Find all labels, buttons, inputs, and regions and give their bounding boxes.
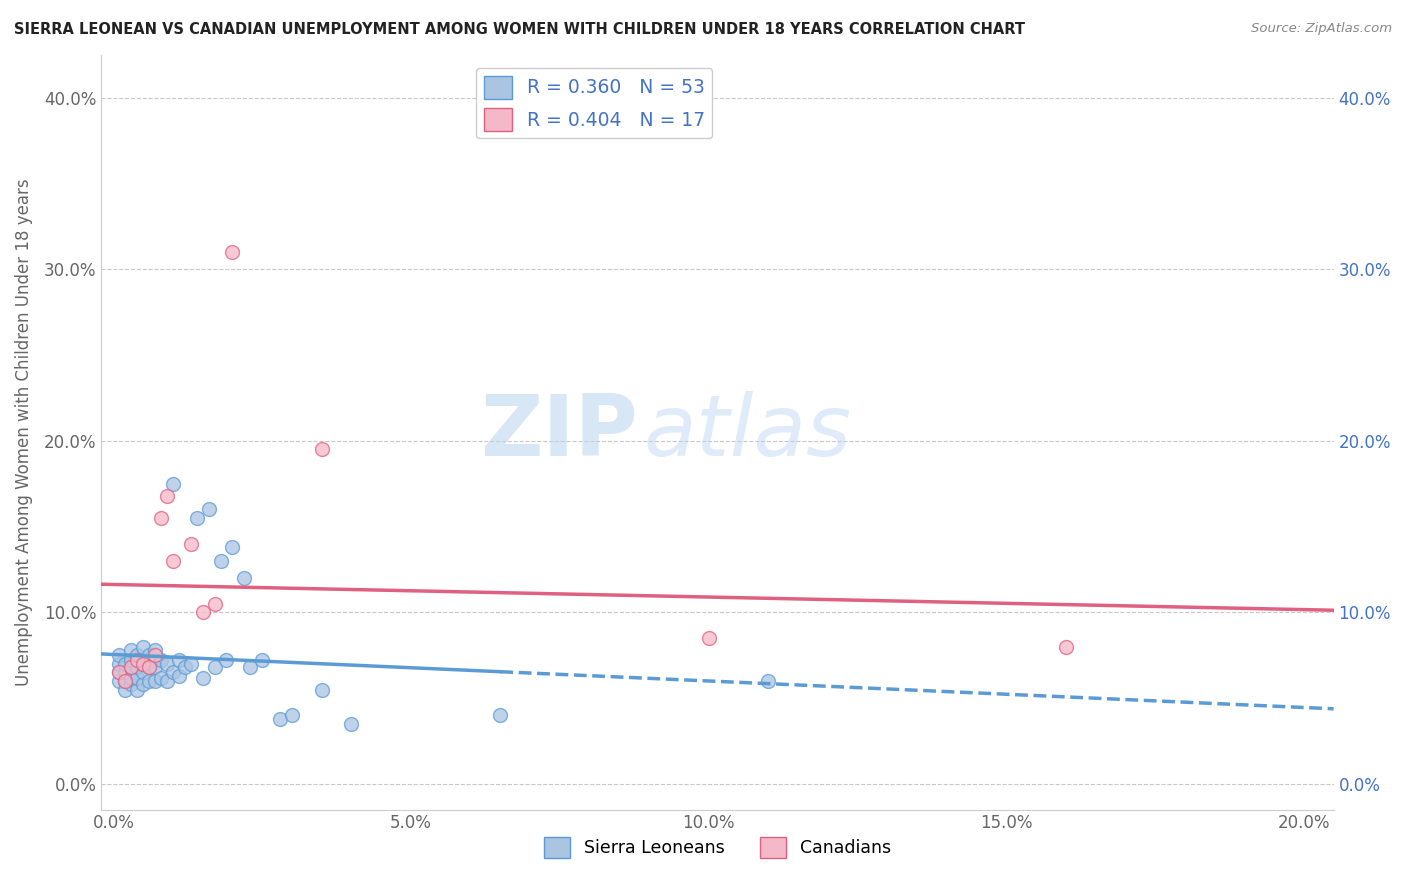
Point — [114, 673, 136, 688]
Point — [162, 476, 184, 491]
Y-axis label: Unemployment Among Women with Children Under 18 years: Unemployment Among Women with Children U… — [15, 178, 32, 686]
Point — [138, 673, 160, 688]
Point — [1054, 640, 1077, 654]
Point — [138, 648, 160, 663]
Point — [311, 682, 333, 697]
Point — [120, 660, 142, 674]
Point — [180, 537, 202, 551]
Point — [697, 631, 720, 645]
Point — [143, 673, 166, 688]
Point — [156, 657, 179, 671]
Point — [132, 665, 155, 680]
Point — [221, 540, 243, 554]
Point — [120, 643, 142, 657]
Point — [281, 708, 304, 723]
Point — [311, 442, 333, 457]
Point — [143, 660, 166, 674]
Point — [162, 665, 184, 680]
Point — [221, 245, 243, 260]
Point — [489, 708, 512, 723]
Text: Source: ZipAtlas.com: Source: ZipAtlas.com — [1251, 22, 1392, 36]
Point — [132, 657, 155, 671]
Point — [114, 657, 136, 671]
Point — [156, 489, 179, 503]
Text: ZIP: ZIP — [479, 391, 637, 474]
Text: SIERRA LEONEAN VS CANADIAN UNEMPLOYMENT AMONG WOMEN WITH CHILDREN UNDER 18 YEARS: SIERRA LEONEAN VS CANADIAN UNEMPLOYMENT … — [14, 22, 1025, 37]
Point — [191, 671, 214, 685]
Point — [120, 671, 142, 685]
Point — [233, 571, 256, 585]
Point — [239, 660, 262, 674]
Point — [167, 653, 190, 667]
Point — [120, 660, 142, 674]
Point — [204, 660, 226, 674]
Point — [138, 660, 160, 674]
Legend: R = 0.360   N = 53, R = 0.404   N = 17: R = 0.360 N = 53, R = 0.404 N = 17 — [477, 69, 713, 138]
Point — [197, 502, 219, 516]
Point — [127, 660, 149, 674]
Point — [108, 648, 131, 663]
Point — [340, 716, 363, 731]
Point — [150, 653, 173, 667]
Point — [250, 653, 273, 667]
Point — [209, 554, 232, 568]
Point — [108, 673, 131, 688]
Point — [127, 671, 149, 685]
Point — [127, 682, 149, 697]
Point — [186, 511, 208, 525]
Text: atlas: atlas — [644, 391, 852, 474]
Point — [162, 554, 184, 568]
Point — [167, 669, 190, 683]
Point — [215, 653, 238, 667]
Point — [156, 673, 179, 688]
Point — [120, 677, 142, 691]
Point — [132, 640, 155, 654]
Point — [143, 648, 166, 663]
Point — [108, 665, 131, 680]
Point — [756, 673, 779, 688]
Point — [138, 660, 160, 674]
Point — [150, 671, 173, 685]
Point — [114, 682, 136, 697]
Point — [108, 665, 131, 680]
Point — [191, 606, 214, 620]
Point — [127, 648, 149, 663]
Point — [150, 511, 173, 525]
Point — [173, 660, 195, 674]
Point — [114, 665, 136, 680]
Point — [132, 657, 155, 671]
Point — [204, 597, 226, 611]
Point — [132, 677, 155, 691]
Point — [180, 657, 202, 671]
Point — [143, 643, 166, 657]
Point — [114, 673, 136, 688]
Point — [120, 653, 142, 667]
Point — [108, 657, 131, 671]
Point — [269, 712, 291, 726]
Point — [127, 653, 149, 667]
